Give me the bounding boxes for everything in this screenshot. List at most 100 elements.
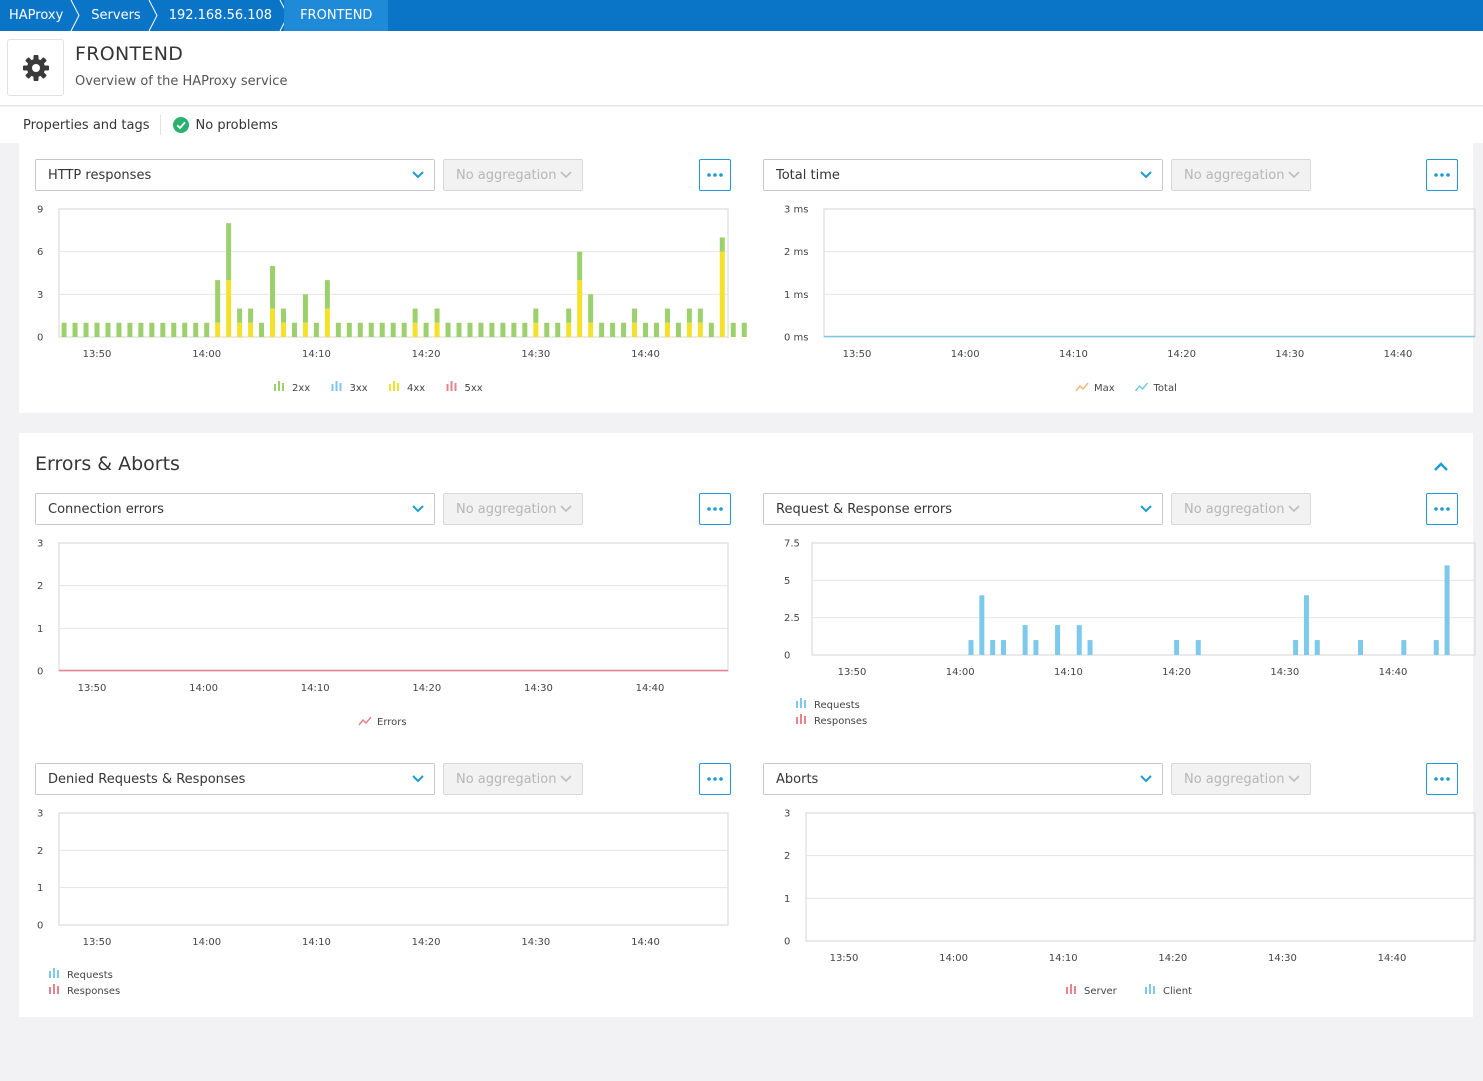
metric-select-denied[interactable]: Denied Requests & Responses (35, 763, 435, 795)
bar-2xx (456, 322, 462, 337)
more-horizontal-icon (1434, 777, 1450, 781)
plot-frame (805, 812, 1476, 942)
y-tick-label: 0 (37, 921, 43, 932)
bar-2xx (368, 322, 374, 337)
bar-2xx (653, 322, 659, 337)
more-options-button[interactable] (699, 159, 731, 191)
x-tick-label: 14:10 (302, 937, 331, 948)
properties-bar: Properties and tags No problems (0, 107, 1483, 143)
select-value: Request & Response errors (776, 501, 953, 517)
bar-2xx (500, 322, 506, 337)
y-tick-label: 1 (784, 894, 790, 905)
page-subtitle: Overview of the HAProxy service (75, 74, 288, 89)
bar-4xx (533, 322, 539, 337)
more-options-button[interactable] (699, 763, 731, 795)
more-options-button[interactable] (1426, 763, 1458, 795)
bar-2xx (599, 322, 605, 337)
x-tick-label: 14:30 (1268, 953, 1297, 964)
more-options-button[interactable] (1426, 493, 1458, 525)
bar-requests (990, 640, 996, 655)
legend-label: Server (1084, 986, 1118, 997)
bar-4xx (434, 322, 440, 337)
bar-2xx (522, 322, 528, 337)
x-tick-label: 14:40 (1379, 667, 1408, 678)
legend-icon (393, 381, 395, 391)
x-tick-label: 14:10 (1054, 667, 1083, 678)
bar-2xx (588, 294, 594, 323)
bar-2xx (621, 322, 627, 337)
bar-2xx (248, 308, 254, 323)
bar-2xx (390, 322, 396, 337)
bar-4xx (270, 308, 276, 337)
more-horizontal-icon (707, 507, 723, 511)
connection-errors-chart: 0 1 2 3 13:50 14:00 14:10 14:20 14:30 14:40 Errors (37, 539, 729, 728)
bar-2xx (72, 322, 78, 337)
x-tick-label: 13:50 (83, 349, 112, 360)
y-tick-label: 0 (784, 937, 790, 948)
breadcrumb-label: FRONTEND (300, 8, 373, 23)
legend-label: Total (1153, 383, 1177, 394)
bar-4xx (226, 280, 232, 337)
bar-4xx (632, 322, 638, 337)
bar-2xx (697, 308, 703, 323)
breadcrumb-host[interactable]: 192.168.56.108 (153, 0, 289, 32)
chevron-down-icon (412, 171, 424, 179)
legend-icon (339, 383, 342, 391)
bar-2xx (280, 308, 286, 323)
select-value: No aggregation (1184, 167, 1285, 183)
more-options-button[interactable] (699, 493, 731, 525)
legend-icon (796, 701, 798, 708)
metric-select-request-response-errors[interactable]: Request & Response errors (763, 493, 1163, 525)
chevron-down-icon (1140, 775, 1152, 783)
select-value: No aggregation (1184, 501, 1285, 517)
bar-2xx (226, 223, 232, 281)
metric-select-aborts[interactable]: Aborts (763, 763, 1163, 795)
bar-4xx (588, 322, 594, 337)
legend-icon (278, 381, 280, 391)
legend-icon (57, 986, 59, 994)
legend-icon (1075, 382, 1089, 392)
breadcrumb-haproxy[interactable]: HAProxy (0, 0, 80, 32)
bar-2xx (171, 322, 177, 337)
x-tick-label: 13:50 (78, 683, 107, 694)
bar-2xx (478, 322, 484, 337)
legend-label: 2xx (292, 383, 310, 394)
y-tick-label: 0 ms (784, 333, 809, 344)
bar-2xx (270, 265, 276, 309)
bar-4xx (697, 322, 703, 337)
legend-label: 5xx (465, 383, 483, 394)
section-title: Errors & Aborts (35, 453, 180, 475)
chevron-down-icon (412, 505, 424, 513)
bar-2xx (127, 322, 133, 337)
select-value: Aborts (776, 771, 819, 787)
problems-status[interactable]: No problems (172, 117, 278, 133)
legend-icon (1070, 984, 1072, 994)
x-tick-label: 14:30 (1270, 667, 1299, 678)
properties-and-tags-link[interactable]: Properties and tags (0, 115, 161, 135)
x-tick-label: 14:20 (412, 937, 441, 948)
more-horizontal-icon (707, 777, 723, 781)
bar-2xx (61, 322, 67, 337)
metric-select-connection-errors[interactable]: Connection errors (35, 493, 435, 525)
y-tick-label: 3 (37, 809, 43, 820)
bar-2xx (193, 322, 199, 337)
x-tick-label: 14:00 (946, 667, 975, 678)
legend-icon (804, 716, 806, 724)
bar-2xx (577, 251, 583, 281)
legend-label: Requests (67, 970, 113, 981)
bar-2xx (116, 322, 122, 337)
x-tick-label: 13:50 (843, 349, 872, 360)
breadcrumb-frontend[interactable]: FRONTEND (284, 0, 389, 31)
y-tick-label: 3 (37, 290, 43, 301)
plot-frame (58, 542, 729, 672)
plot-frame (58, 812, 729, 926)
legend-icon (1074, 986, 1076, 994)
metric-select-http-responses[interactable]: HTTP responses (35, 159, 435, 191)
more-options-button[interactable] (1426, 159, 1458, 191)
breadcrumb-servers[interactable]: Servers (75, 0, 158, 32)
metric-select-total-time[interactable]: Total time (763, 159, 1163, 191)
y-tick-label: 9 (37, 205, 43, 216)
x-tick-label: 14:30 (524, 683, 553, 694)
bar-2xx (632, 308, 638, 323)
collapse-button[interactable] (1433, 457, 1449, 476)
